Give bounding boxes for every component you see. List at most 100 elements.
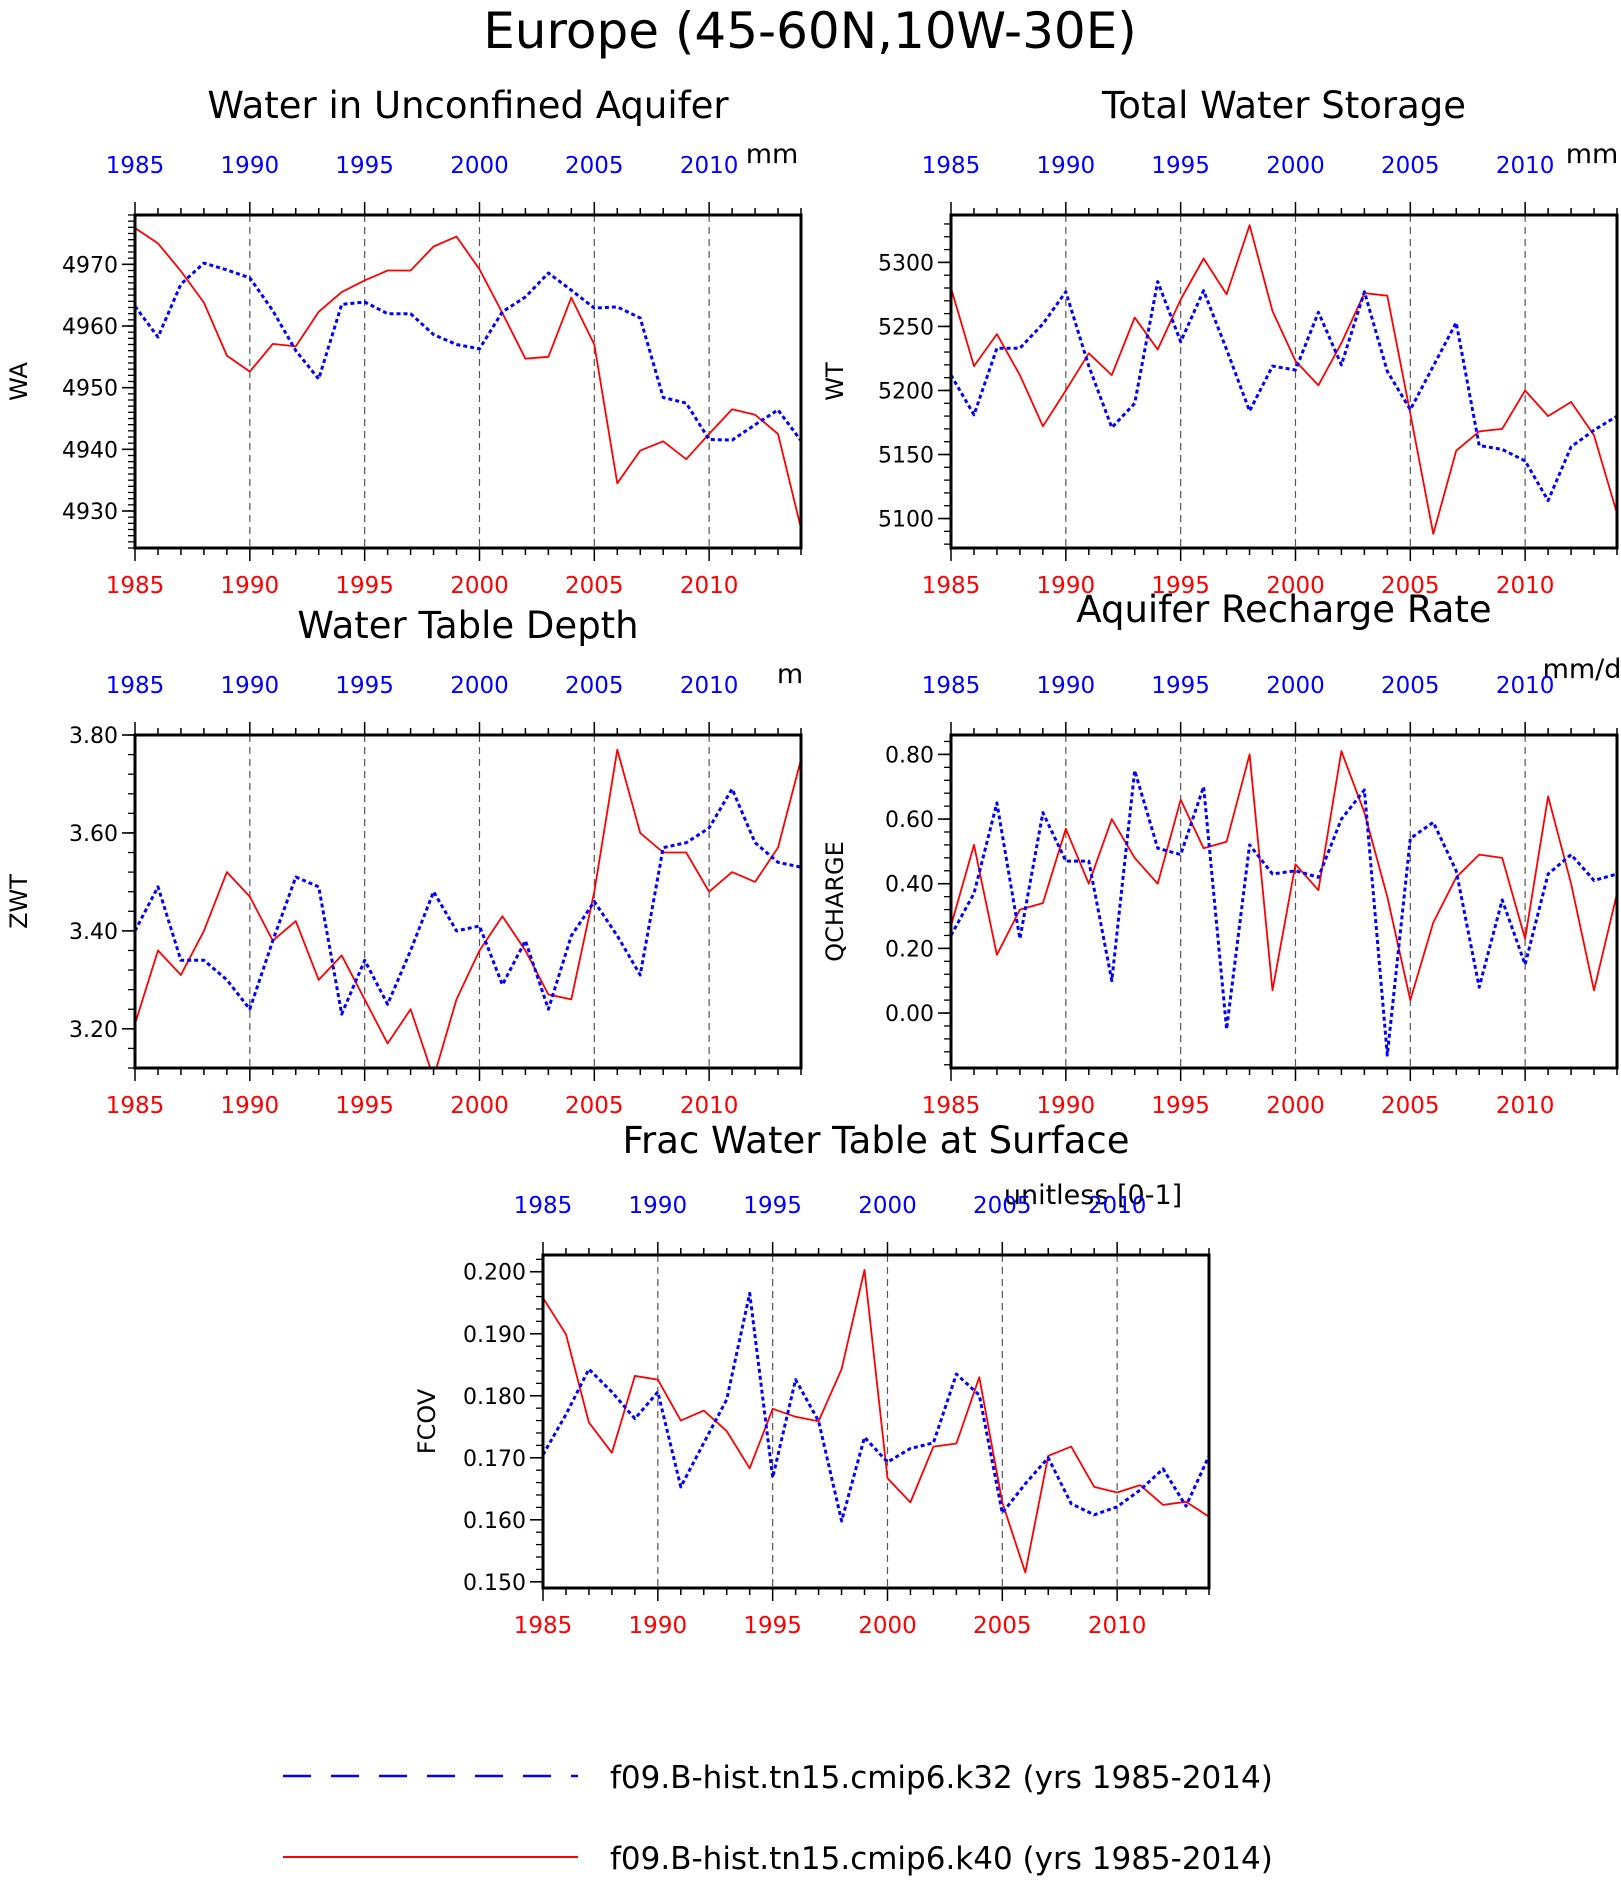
x-tick-label: 2005 (973, 1613, 1032, 1639)
x-tick-label-top: 2005 (565, 673, 624, 699)
y-tick-label: 0.180 (463, 1385, 526, 1410)
x-tick-label-top: 1985 (106, 673, 165, 699)
legend-k32-label: f09.B-hist.tn15.cmip6.k32 (yrs 1985-2014… (610, 1760, 1273, 1796)
y-tick-label: 0.170 (463, 1447, 526, 1472)
x-tick-label-top: 1990 (1037, 673, 1096, 699)
y-tick-label: 4950 (62, 377, 118, 402)
y-tick-label: 3.20 (69, 1018, 118, 1043)
x-tick-label: 2010 (1088, 1613, 1147, 1639)
panel-qcharge: Aquifer Recharge Rate mm/d 1985 1985 1990 199… (821, 588, 1621, 1119)
y-tick-label: 0.40 (885, 873, 934, 898)
x-tick-label: 1990 (221, 1093, 280, 1119)
y-tick-label: 4930 (62, 500, 118, 525)
y-tick-label: 4960 (62, 315, 118, 340)
x-tick-label: 1985 (514, 1613, 573, 1639)
series-k32-line (543, 1291, 1209, 1523)
x-tick-label-top: 1985 (922, 153, 981, 179)
x-tick-label-top: 2010 (1088, 1193, 1147, 1219)
y-tick-label: 0.20 (885, 937, 934, 962)
x-tick-label-top: 1995 (1151, 673, 1210, 699)
x-tick-label-top: 1995 (335, 153, 394, 179)
y-tick-label: 0.200 (463, 1261, 526, 1286)
x-tick-label: 2000 (1266, 1093, 1325, 1119)
y-axis-label: WA (5, 362, 33, 401)
x-tick-label: 1990 (1037, 1093, 1096, 1119)
x-tick-label-top: 1990 (1037, 153, 1096, 179)
page-title: Europe (45-60N,10W-30E) (483, 2, 1137, 60)
series-k40-line (135, 748, 801, 1068)
y-tick-label: 5200 (878, 379, 934, 404)
x-tick-label-top: 2005 (1381, 153, 1440, 179)
x-tick-label-top: 2005 (565, 153, 624, 179)
panel-wt: Total Water Storage mm 1985 1985 1990 1990 199… (821, 84, 1619, 599)
x-tick-label-top: 2000 (1266, 153, 1325, 179)
x-tick-label-top: 1985 (514, 1193, 573, 1219)
series-k32-line (951, 280, 1617, 503)
x-tick-label-top: 2005 (973, 1193, 1032, 1219)
x-tick-label: 2010 (680, 573, 739, 599)
y-tick-label: 5100 (878, 508, 934, 533)
x-tick-label-top: 1985 (106, 153, 165, 179)
units-label: mm (1566, 139, 1619, 170)
x-tick-label-top: 2010 (1496, 153, 1555, 179)
series-k32-line (135, 787, 801, 1016)
x-tick-label-top: 2005 (1381, 673, 1440, 699)
units-label: mm/d (1543, 654, 1621, 685)
x-tick-label: 2010 (680, 1093, 739, 1119)
x-tick-label-top: 1995 (1151, 153, 1210, 179)
x-tick-label: 2005 (565, 1093, 624, 1119)
x-tick-label-top: 1990 (221, 673, 280, 699)
x-tick-label: 1985 (106, 1093, 165, 1119)
y-tick-label: 5250 (878, 315, 934, 340)
plot-frame (133, 213, 803, 550)
series-k40-line (135, 227, 801, 529)
y-axis-label: WT (821, 362, 849, 401)
x-tick-label: 1985 (922, 573, 981, 599)
x-tick-label: 1990 (1037, 573, 1096, 599)
x-tick-label: 2000 (1266, 573, 1325, 599)
y-tick-label: 0.190 (463, 1323, 526, 1348)
panel-zwt: Water Table Depth m 1985 1985 1990 1990 1995 19… (5, 604, 803, 1119)
y-tick-label: 3.40 (69, 920, 118, 945)
panel-fcov: Frac Water Table at Surface unitless [0-1… (413, 1119, 1211, 1639)
y-tick-label: 0.160 (463, 1509, 526, 1534)
plot-frame (133, 733, 803, 1070)
x-tick-label-top: 1995 (743, 1193, 802, 1219)
plot-frame (541, 1253, 1211, 1590)
x-tick-label-top: 2010 (680, 673, 739, 699)
series-k40-line (543, 1269, 1209, 1574)
y-tick-label: 0.00 (885, 1002, 934, 1027)
x-tick-label: 1985 (922, 1093, 981, 1119)
panel-title: Water in Unconfined Aquifer (207, 84, 729, 127)
x-tick-label: 1995 (1151, 1093, 1210, 1119)
y-tick-label: 4940 (62, 438, 118, 463)
x-tick-label-top: 1995 (335, 673, 394, 699)
panel-title: Aquifer Recharge Rate (1076, 588, 1491, 631)
y-tick-label: 0.80 (885, 743, 934, 768)
series-k40-line (951, 750, 1617, 1001)
panels: Water in Unconfined Aquifer mm 1985 1985 199… (5, 84, 1621, 1639)
series-k32-line (951, 769, 1617, 1057)
y-axis-label: ZWT (5, 874, 33, 929)
y-tick-label: 3.80 (69, 724, 118, 749)
x-tick-label-top: 1985 (922, 673, 981, 699)
x-tick-label: 1995 (1151, 573, 1210, 599)
y-tick-label: 3.60 (69, 822, 118, 847)
x-tick-label: 2010 (1496, 1093, 1555, 1119)
x-tick-label: 1995 (335, 1093, 394, 1119)
series-k32-line (135, 261, 801, 442)
y-tick-label: 5300 (878, 251, 934, 276)
x-tick-label-top: 2010 (680, 153, 739, 179)
x-tick-label: 1995 (335, 573, 394, 599)
legend-k40-label: f09.B-hist.tn15.cmip6.k40 (yrs 1985-2014… (610, 1841, 1273, 1877)
x-tick-label: 1985 (106, 573, 165, 599)
x-tick-label-top: 2000 (858, 1193, 917, 1219)
x-tick-label: 2000 (450, 573, 509, 599)
y-tick-label: 0.60 (885, 808, 934, 833)
x-tick-label: 2010 (1496, 573, 1555, 599)
x-tick-label-top: 2010 (1496, 673, 1555, 699)
y-tick-label: 0.150 (463, 1571, 526, 1596)
x-tick-label-top: 2000 (450, 673, 509, 699)
legend: f09.B-hist.tn15.cmip6.k32 (yrs 1985-2014… (283, 1760, 1273, 1877)
